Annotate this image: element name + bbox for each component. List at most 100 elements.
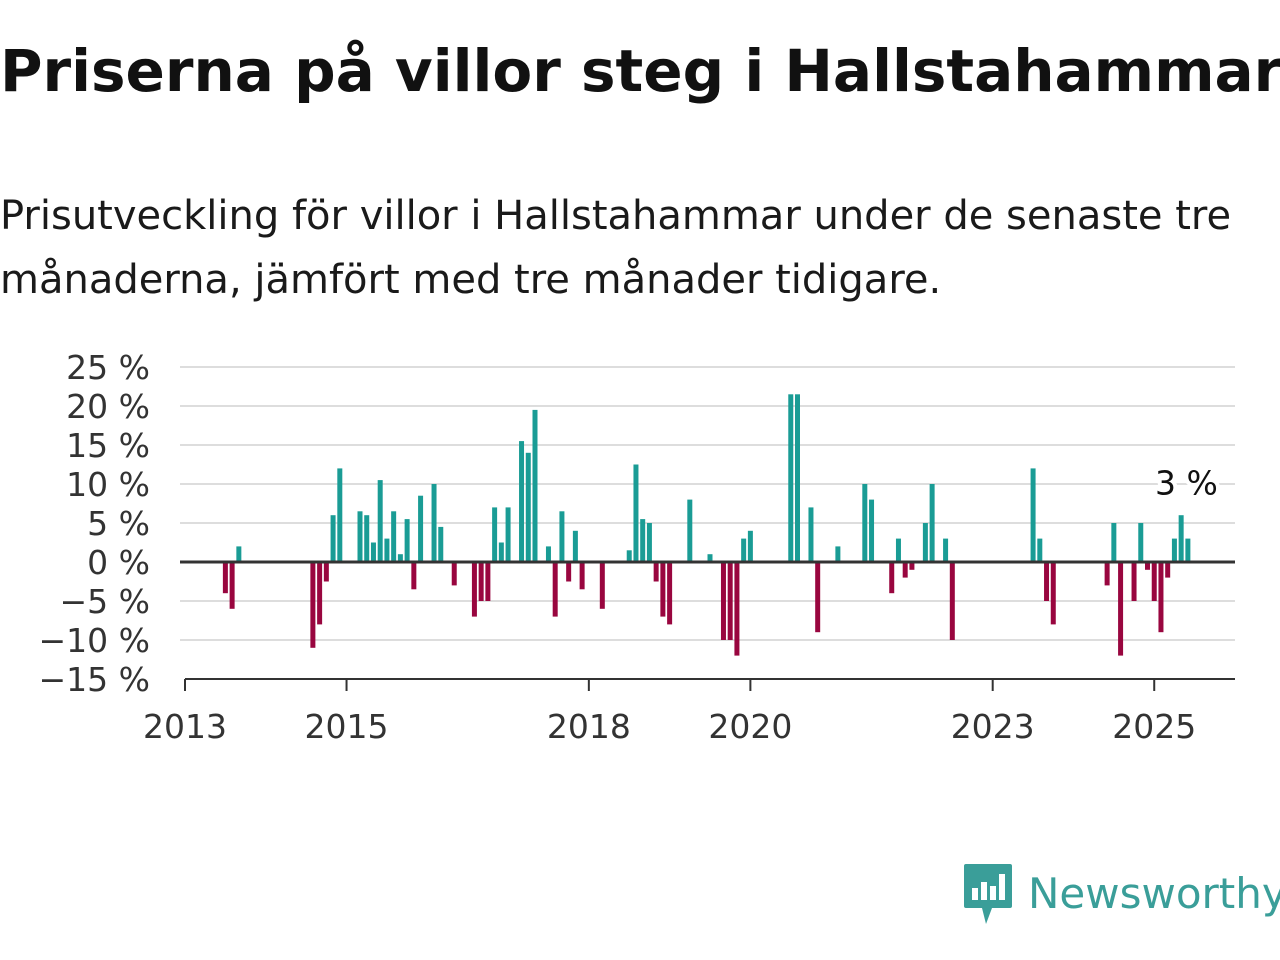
chart-title: Priserna på villor steg i Hallstahammar (0, 37, 1280, 105)
bar (1178, 515, 1184, 562)
bar (384, 538, 390, 562)
bar (869, 499, 875, 562)
bar (1050, 562, 1056, 625)
bar (788, 394, 794, 562)
y-tick-label: −5 % (60, 582, 151, 621)
bar (364, 515, 370, 562)
bar (633, 464, 639, 562)
chart-subtitle: Prisutveckling för villor i Hallstahamma… (0, 193, 1232, 303)
y-tick-label: 15 % (66, 426, 150, 465)
bar (1151, 562, 1157, 601)
bar (397, 554, 403, 562)
logo-wordmark: Newsworthy (1028, 869, 1280, 918)
bar (1030, 468, 1036, 562)
bar (323, 562, 329, 582)
bar (862, 484, 868, 562)
x-tick-label: 2023 (951, 707, 1035, 746)
bar (922, 523, 928, 562)
bar (317, 562, 323, 625)
gridlines (180, 366, 1235, 641)
y-tick-label: 25 % (66, 348, 150, 387)
bar (1145, 562, 1150, 570)
x-axis-tick-labels: 2013 2015 2018 2020 2023 2025 (143, 679, 1196, 746)
bar (391, 511, 397, 562)
bar (902, 562, 908, 578)
latest-value-label: 3 % (1155, 464, 1218, 503)
bar-chart: 25 %20 %15 %10 %5 %0 %−5 %−10 %−15 % 201… (39, 348, 1235, 746)
newsworthy-logo: Newsworthy (962, 862, 1280, 926)
bar (599, 562, 605, 609)
x-tick-label: 2013 (143, 707, 227, 746)
bar (552, 562, 558, 617)
x-tick-label: 2018 (547, 707, 631, 746)
axes (180, 560, 1235, 680)
bar (720, 562, 726, 640)
bar (1118, 562, 1124, 656)
bar (411, 562, 417, 590)
bar (357, 511, 363, 562)
bars (222, 394, 1191, 656)
y-axis-tick-labels: 25 %20 %15 %10 %5 %0 %−5 %−10 %−15 % (39, 348, 151, 699)
bar (525, 452, 531, 562)
x-tick-label: 2020 (708, 707, 792, 746)
bar (229, 562, 235, 609)
bar (330, 515, 336, 562)
bar (222, 562, 228, 594)
bar (1158, 562, 1164, 633)
bar (579, 562, 585, 590)
bar (741, 538, 747, 562)
bar (1171, 538, 1177, 562)
bar (687, 499, 693, 562)
bar (747, 530, 753, 562)
bar (949, 562, 955, 640)
bar (559, 511, 565, 562)
y-tick-label: 10 % (66, 465, 150, 504)
bar (1165, 562, 1171, 578)
x-tick-label: 2025 (1112, 707, 1196, 746)
y-tick-label: −10 % (39, 621, 151, 660)
bar (451, 562, 457, 586)
bar (835, 546, 841, 562)
bar (895, 538, 901, 562)
bar (1131, 562, 1137, 601)
bar (431, 484, 437, 562)
bar (1138, 523, 1144, 562)
bar (505, 507, 511, 562)
y-tick-label: −15 % (39, 660, 151, 699)
bar (478, 562, 484, 601)
y-tick-label: 20 % (66, 387, 150, 426)
bar (929, 484, 935, 562)
bar (667, 562, 673, 625)
bar (653, 562, 659, 582)
bar (370, 542, 376, 562)
bar (418, 495, 424, 562)
x-tick-label: 2015 (305, 707, 389, 746)
bar (572, 530, 578, 562)
bar (1111, 523, 1117, 562)
bar (815, 562, 821, 633)
bar (626, 550, 632, 562)
bar (438, 526, 444, 562)
bar (734, 562, 740, 656)
bar (519, 441, 525, 562)
bar (337, 468, 343, 562)
bar (943, 538, 949, 562)
bar (471, 562, 477, 617)
bar (1037, 538, 1043, 562)
bar (236, 546, 242, 562)
bar (532, 409, 538, 562)
bar (646, 523, 652, 562)
bar (498, 542, 504, 562)
bar (727, 562, 733, 640)
bar (492, 507, 498, 562)
bar (808, 507, 814, 562)
bar (1185, 538, 1191, 562)
bar-chart-speech-bubble-icon (964, 864, 1012, 924)
annotations: 3 % (1151, 460, 1222, 507)
bar (485, 562, 491, 601)
bar (889, 562, 895, 594)
bar (1044, 562, 1050, 601)
bar (909, 562, 915, 570)
bar (310, 562, 316, 648)
bar (377, 480, 383, 562)
